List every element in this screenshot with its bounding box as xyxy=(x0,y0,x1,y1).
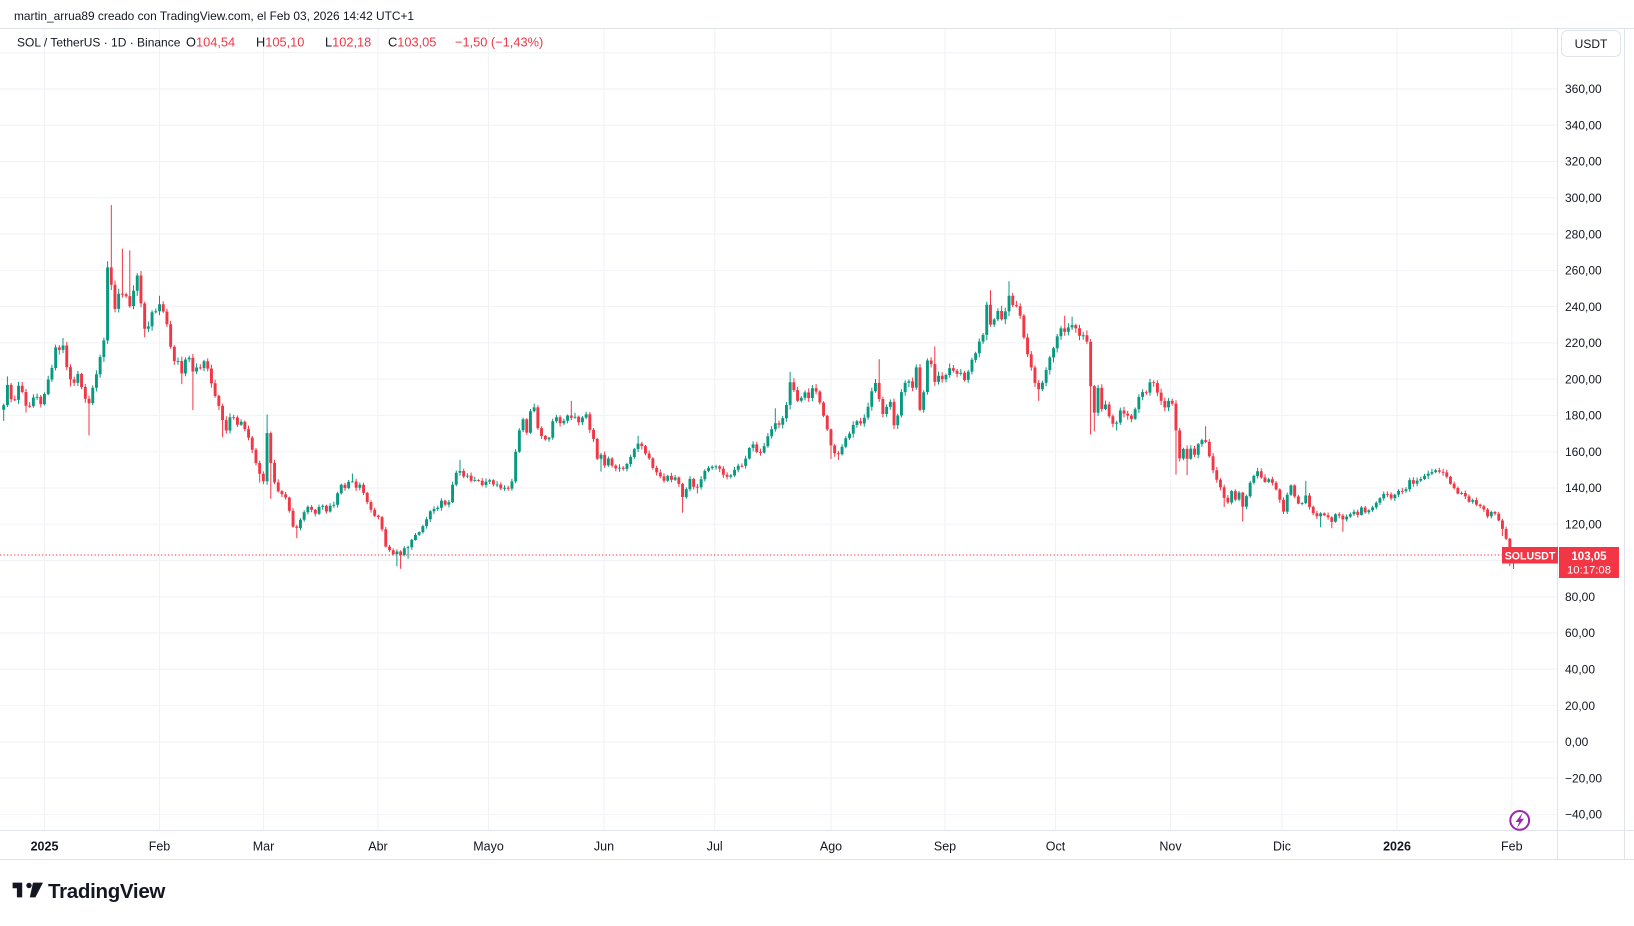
svg-text:10:17:08: 10:17:08 xyxy=(1567,565,1611,577)
svg-text:Mayo: Mayo xyxy=(473,840,504,854)
svg-text:Oct: Oct xyxy=(1046,840,1066,854)
svg-text:−40,00: −40,00 xyxy=(1565,808,1602,822)
svg-text:martin_arrua89 creado con Trad: martin_arrua89 creado con TradingView.co… xyxy=(14,9,414,23)
svg-text:Dic: Dic xyxy=(1273,840,1291,854)
svg-text:USDT: USDT xyxy=(1575,37,1608,51)
svg-text:180,00: 180,00 xyxy=(1565,409,1602,423)
svg-text:220,00: 220,00 xyxy=(1565,336,1602,350)
svg-text:260,00: 260,00 xyxy=(1565,264,1602,278)
svg-text:TradingView: TradingView xyxy=(48,880,165,903)
svg-text:340,00: 340,00 xyxy=(1565,119,1602,133)
svg-text:Jun: Jun xyxy=(594,840,614,854)
svg-text:Mar: Mar xyxy=(253,840,275,854)
svg-text:0,00: 0,00 xyxy=(1565,735,1589,749)
svg-text:240,00: 240,00 xyxy=(1565,300,1602,314)
svg-text:SOLUSDT: SOLUSDT xyxy=(1505,551,1556,563)
svg-text:Abr: Abr xyxy=(368,840,387,854)
svg-text:Ago: Ago xyxy=(820,840,842,854)
svg-text:Jul: Jul xyxy=(707,840,723,854)
svg-text:320,00: 320,00 xyxy=(1565,155,1602,169)
svg-text:40,00: 40,00 xyxy=(1565,663,1595,677)
svg-text:2026: 2026 xyxy=(1383,840,1411,854)
svg-text:SOL / TetherUS · 1D · Binance: SOL / TetherUS · 1D · Binance xyxy=(17,36,181,50)
svg-text:80,00: 80,00 xyxy=(1565,590,1595,604)
svg-text:20,00: 20,00 xyxy=(1565,699,1595,713)
svg-text:120,00: 120,00 xyxy=(1565,517,1602,531)
svg-text:−20,00: −20,00 xyxy=(1565,771,1602,785)
svg-text:Feb: Feb xyxy=(1501,840,1523,854)
svg-text:103,05: 103,05 xyxy=(1571,551,1607,563)
svg-text:360,00: 360,00 xyxy=(1565,82,1602,96)
svg-text:200,00: 200,00 xyxy=(1565,372,1602,386)
svg-text:Sep: Sep xyxy=(934,840,956,854)
svg-text:300,00: 300,00 xyxy=(1565,191,1602,205)
svg-text:Feb: Feb xyxy=(149,840,171,854)
svg-text:2025: 2025 xyxy=(31,840,59,854)
svg-text:60,00: 60,00 xyxy=(1565,626,1595,640)
svg-text:140,00: 140,00 xyxy=(1565,481,1602,495)
svg-text:Nov: Nov xyxy=(1159,840,1182,854)
svg-text:280,00: 280,00 xyxy=(1565,227,1602,241)
svg-text:160,00: 160,00 xyxy=(1565,445,1602,459)
